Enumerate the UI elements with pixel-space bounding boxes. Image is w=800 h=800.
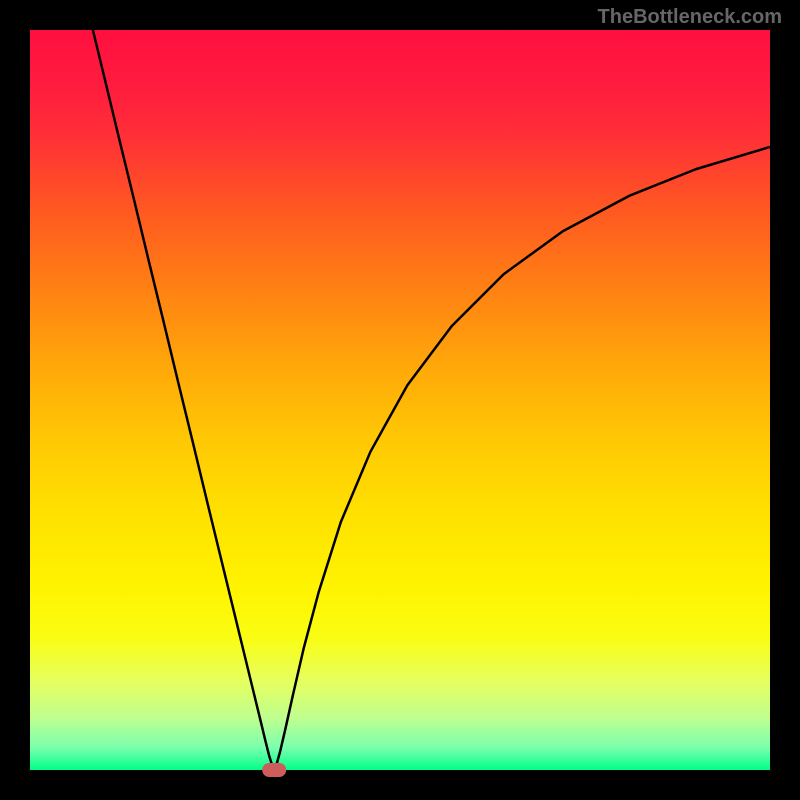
bottleneck-chart: TheBottleneck.com [0, 0, 800, 800]
optimal-point-marker [262, 763, 286, 777]
watermark-text: TheBottleneck.com [598, 6, 782, 29]
chart-svg [0, 0, 800, 800]
